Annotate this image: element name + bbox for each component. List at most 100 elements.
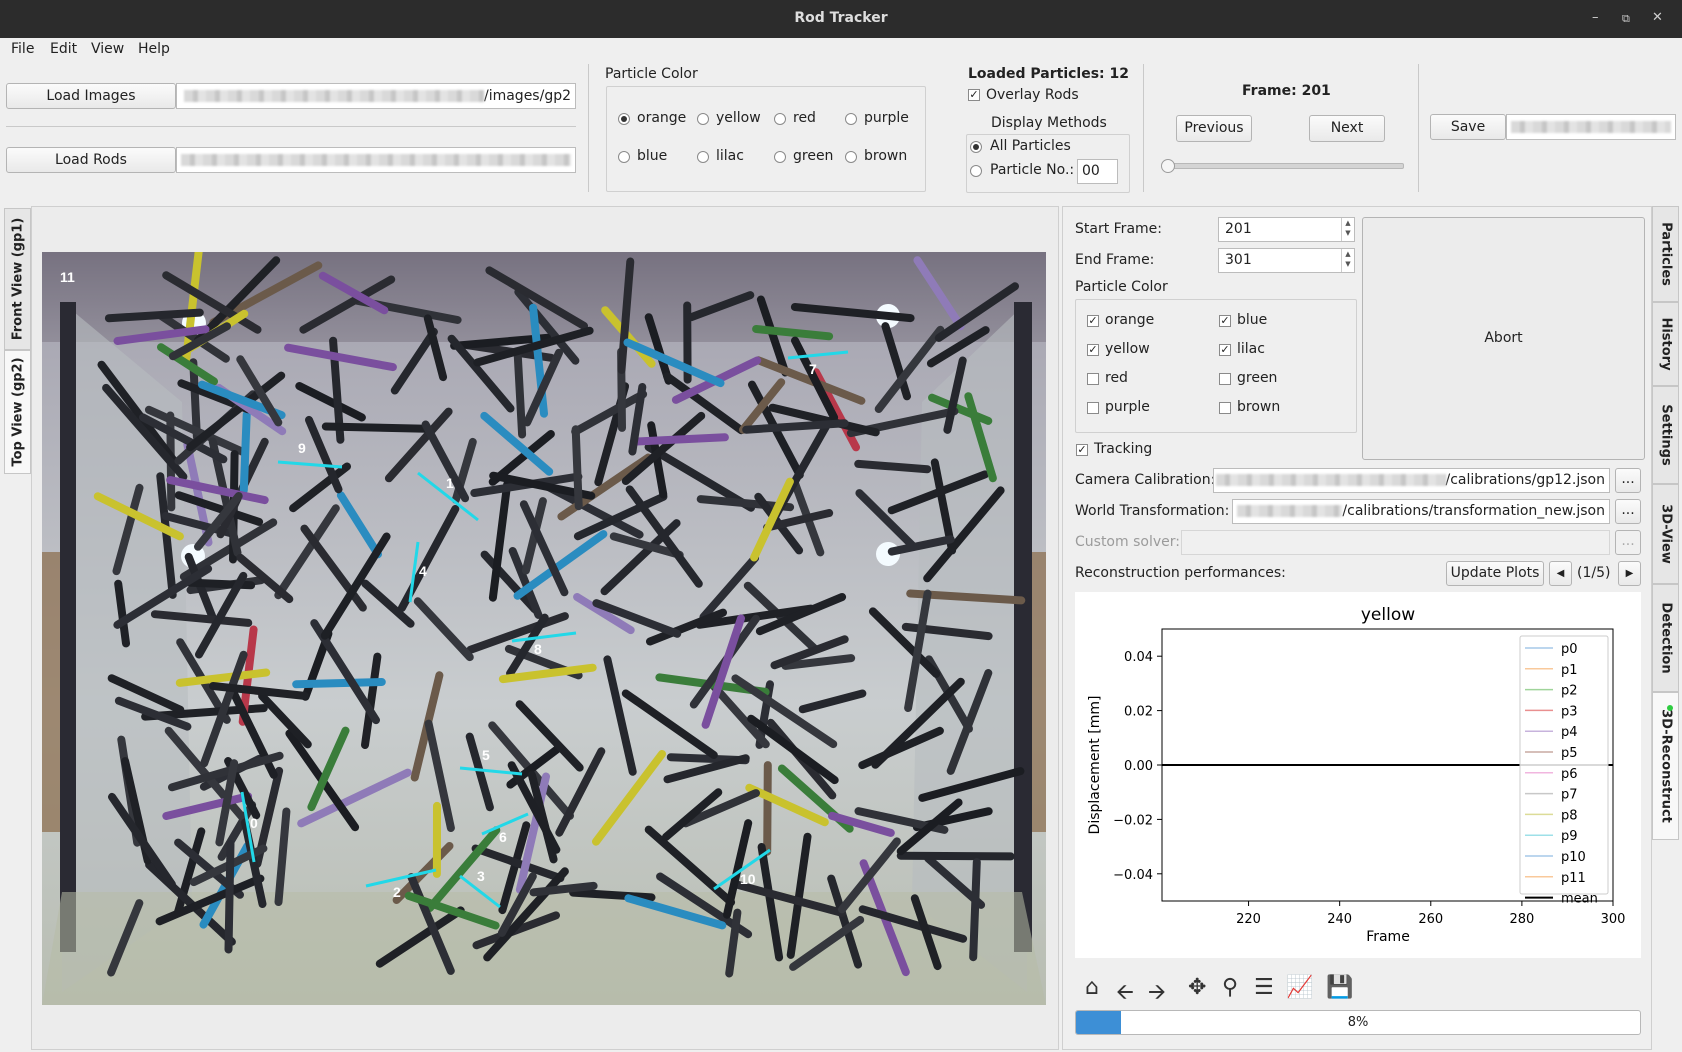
next-button[interactable]: Next [1309,115,1385,142]
recon-color-checkbox-brown[interactable] [1219,402,1231,414]
rod [307,726,350,812]
rod [189,358,201,442]
save-button[interactable]: Save [1430,114,1506,140]
radio-blue[interactable] [618,151,630,163]
tab-settings[interactable]: Settings [1652,386,1679,484]
y-tick-label: 0.02 [1124,705,1153,720]
save-icon[interactable]: 💾 [1326,975,1354,1000]
radio-orange[interactable] [618,113,630,125]
frame-slider-handle[interactable] [1161,159,1175,173]
camera-calibration-field[interactable]: /calibrations/gp12.json [1213,468,1610,493]
rod-label-3[interactable]: 3 [477,868,485,884]
world-transformation-field[interactable]: /calibrations/transformation_new.json [1232,499,1610,524]
display-methods-group [966,134,1130,193]
rod-label-0[interactable]: 0 [250,815,258,831]
camera-calibration-browse-button[interactable]: ... [1615,468,1641,493]
spin-arrows[interactable]: ▲ ▼ [1341,218,1354,241]
rod [789,915,865,971]
radio-green[interactable] [774,151,786,163]
recon-color-checkbox-yellow[interactable]: ✓ [1087,343,1099,356]
home-icon[interactable]: ⌂ [1085,975,1099,1000]
radio-lilac[interactable] [697,151,709,163]
performance-plot[interactable]: yellow 220 240 260 280 300 0.04 0.02 0.00 −0.02 −… [1075,592,1641,958]
radio-particle-no[interactable] [970,165,982,177]
overlay-rods-checkbox[interactable]: ✓ [968,88,980,101]
start-frame-input[interactable]: 201 ▲ ▼ [1218,217,1355,242]
radio-brown[interactable] [845,151,857,163]
rod [144,405,248,457]
rod-label-10[interactable]: 10 [740,871,756,887]
close-icon[interactable]: ✕ [1652,10,1663,25]
radio-purple[interactable] [845,113,857,125]
rod [928,393,993,425]
recon-color-label-orange: orange [1105,312,1155,328]
update-plots-button[interactable]: Update Plots [1446,561,1544,586]
rod-label-5[interactable]: 5 [482,747,490,763]
rod [786,832,812,959]
radio-all-particles[interactable] [970,141,982,153]
rod [258,692,312,749]
particle-no-input[interactable]: 00 [1077,159,1118,184]
radio-red[interactable] [774,113,786,125]
menu-view[interactable]: View [91,41,125,57]
rod [195,571,248,659]
rod [699,554,760,621]
tracking-checkbox[interactable]: ✓ [1076,443,1088,456]
maximize-icon[interactable]: ⧉ [1622,12,1630,25]
rod-label-1[interactable]: 1 [446,475,454,491]
tab-3d-reconstruct[interactable]: 3D-Reconstruct [1652,692,1679,840]
zoom-icon[interactable]: ⚲ [1222,975,1239,1000]
x-tick-label: 300 [1601,912,1626,927]
rod [623,338,725,388]
recon-color-checkbox-red[interactable] [1087,373,1099,385]
forward-icon[interactable]: 🡪 [1148,980,1166,1005]
rod-label-9[interactable]: 9 [298,440,306,456]
rod-label-6[interactable]: 6 [499,829,507,845]
images-path-field[interactable]: /images/gp2 [176,83,576,109]
rod [93,492,184,541]
world-transformation-browse-button[interactable]: ... [1615,499,1641,524]
rod-label-4[interactable]: 4 [419,563,427,579]
radio-yellow[interactable] [697,113,709,125]
display-methods-label: Display Methods [991,115,1107,131]
menu-edit[interactable]: Edit [50,41,78,57]
rod-label-7[interactable]: 7 [809,361,817,377]
recon-color-checkbox-green[interactable] [1219,373,1231,385]
previous-button[interactable]: Previous [1176,115,1252,142]
recon-color-checkbox-orange[interactable]: ✓ [1087,314,1099,327]
back-icon[interactable]: 🡨 [1116,980,1134,1005]
tab-detection[interactable]: Detection [1652,584,1679,692]
rods-path-field[interactable] [176,147,576,173]
spin-arrows[interactable]: ▲ ▼ [1341,249,1354,272]
pan-icon[interactable]: ✥ [1188,975,1207,1000]
tab-front-view[interactable]: Front View (gp1) [4,208,31,350]
tab-top-view[interactable]: Top View (gp2) [4,350,31,474]
rod-label-8[interactable]: 8 [534,641,542,657]
frame-slider[interactable] [1161,159,1404,173]
rod [465,732,494,812]
menu-file[interactable]: File [11,41,35,57]
tab-history[interactable]: History [1652,302,1679,386]
rod [621,689,718,759]
minimize-icon[interactable]: – [1592,10,1599,25]
camera-image[interactable]: 11 0 1 2 3 4 5 6 7 8 9 10 [42,252,1046,1005]
abort-button[interactable]: Abort [1362,217,1645,460]
tab-3d-view[interactable]: 3D-View [1652,484,1679,584]
recon-color-checkbox-blue[interactable]: ✓ [1219,314,1231,327]
tab-particles[interactable]: Particles [1652,206,1679,302]
rod [215,759,239,847]
recon-color-checkbox-purple[interactable] [1087,402,1099,414]
prev-plot-icon[interactable]: ◀ [1549,561,1572,586]
recon-color-checkbox-lilac[interactable]: ✓ [1219,343,1231,356]
load-images-button[interactable]: Load Images [6,83,176,109]
save-path-field[interactable] [1506,114,1676,140]
blurred-path [1237,505,1343,517]
configure-icon[interactable]: ☰ [1254,975,1274,1000]
edit-axis-icon[interactable]: 📈 [1286,975,1314,1000]
menu-help[interactable]: Help [138,41,170,57]
rod [320,532,391,640]
rod-label-2[interactable]: 2 [393,884,401,900]
load-rods-button[interactable]: Load Rods [6,147,176,173]
end-frame-input[interactable]: 301 ▲ ▼ [1218,248,1355,273]
next-plot-icon[interactable]: ▶ [1618,561,1641,586]
